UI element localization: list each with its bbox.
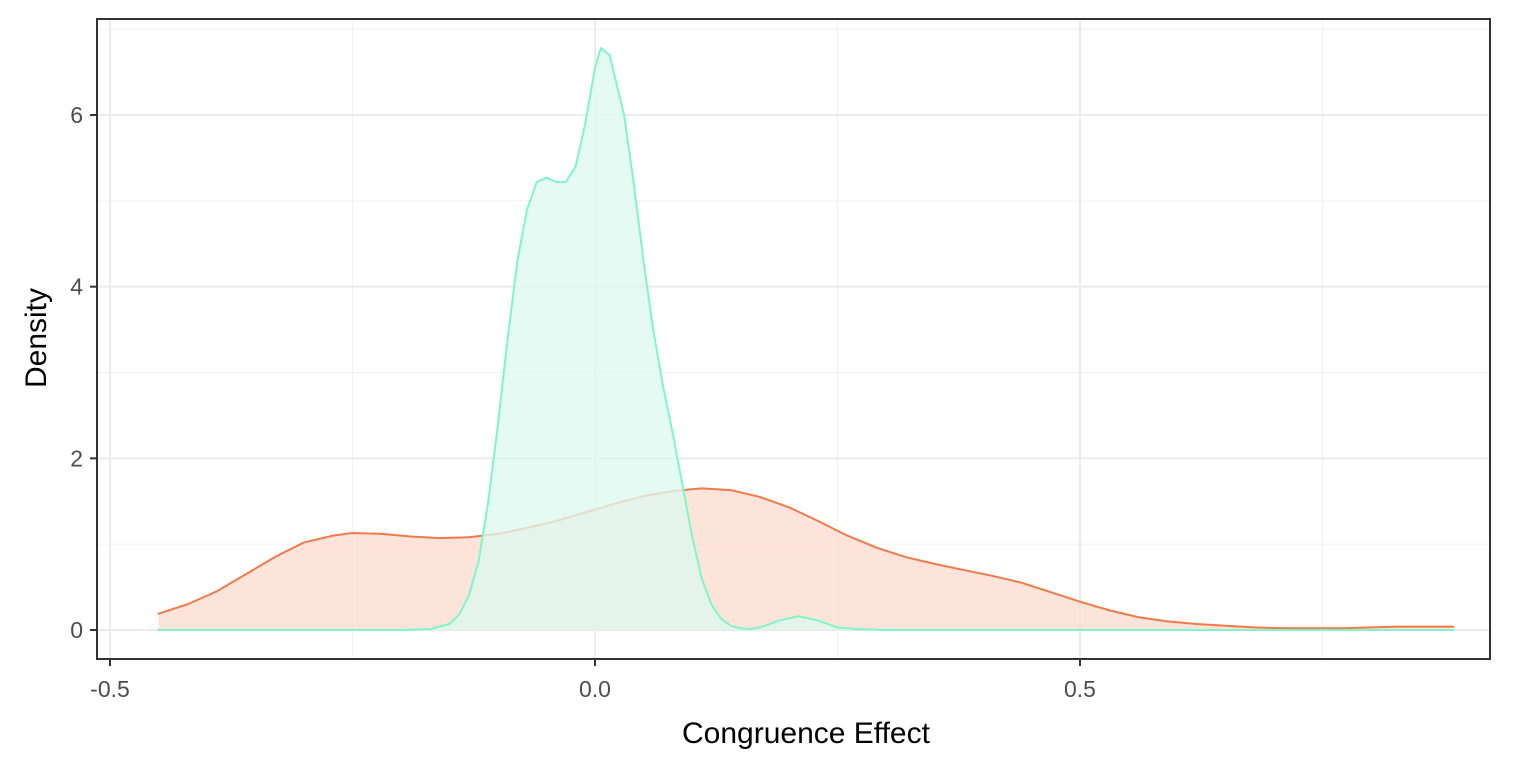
y-tick-label: 4 — [70, 274, 83, 300]
y-tick-label: 2 — [70, 445, 83, 471]
x-tick-label: -0.5 — [90, 676, 130, 702]
panel-border — [96, 18, 1491, 660]
density-line-2 — [157, 47, 1455, 631]
y-tick-label: 0 — [70, 617, 83, 643]
x-axis-title: Congruence Effect — [682, 717, 931, 750]
x-tick-label: 0.5 — [1064, 676, 1096, 702]
plot-area — [96, 18, 1491, 660]
density-line-1 — [157, 487, 1455, 630]
y-axis: 0 2 4 6 — [70, 102, 97, 643]
y-tick-label: 6 — [70, 102, 83, 128]
x-tick-label: 0.0 — [579, 676, 611, 702]
y-axis-title: Density — [20, 288, 53, 388]
density-series — [157, 47, 1455, 631]
x-axis: -0.5 0.0 0.5 — [90, 659, 1096, 702]
